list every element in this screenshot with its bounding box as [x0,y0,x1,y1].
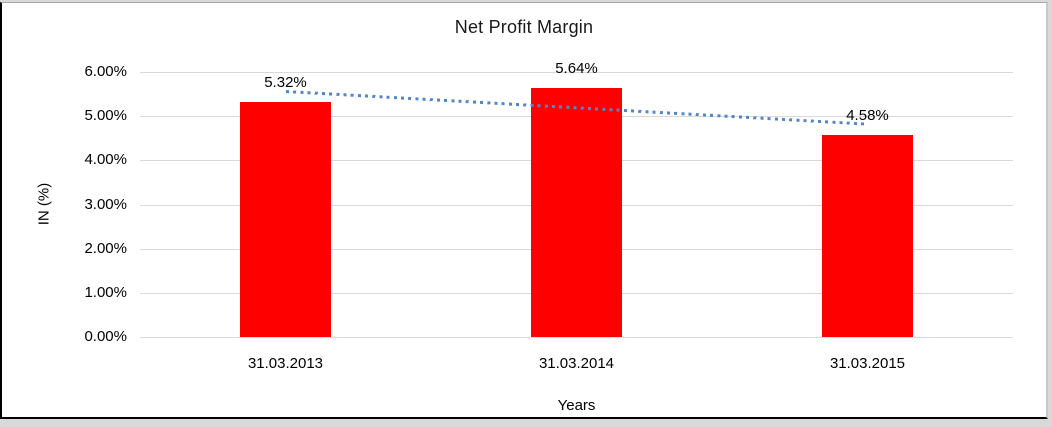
y-tick-label: 3.00% [84,196,127,213]
data-label-31.03.2014: 5.64% [555,59,598,77]
x-tick-label-31.03.2015: 31.03.2015 [829,355,906,372]
bar-31.03.2014 [531,87,622,337]
y-tick-label: 4.00% [84,151,127,168]
data-label-31.03.2013: 5.32% [264,74,307,92]
bar-31.03.2013 [240,102,331,337]
x-tick-label-31.03.2014: 31.03.2014 [538,355,615,372]
y-tick-label: 0.00% [84,328,127,345]
x-tick-label-31.03.2013: 31.03.2013 [247,355,324,372]
y-tick-label: 5.00% [84,107,127,124]
x-axis-title: Years [557,397,596,414]
y-tick-label: 1.00% [84,284,127,301]
data-label-31.03.2015: 4.58% [846,106,889,124]
gridline [140,72,1013,73]
y-tick-label: 2.00% [84,240,127,257]
chart-title: Net Profit Margin [454,17,594,37]
y-tick-label: 6.00% [84,63,127,80]
bar-31.03.2015 [822,134,913,337]
gridline [140,337,1013,338]
